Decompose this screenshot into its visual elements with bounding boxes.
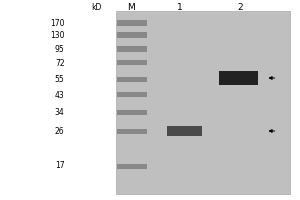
Bar <box>117 76 147 82</box>
Text: M: M <box>127 3 134 12</box>
Text: 34: 34 <box>55 108 64 117</box>
Text: 17: 17 <box>55 162 64 170</box>
Bar <box>117 60 147 65</box>
Bar <box>117 129 147 134</box>
Text: 43: 43 <box>55 90 64 99</box>
Text: 2: 2 <box>237 3 243 12</box>
Bar <box>117 110 147 115</box>
Bar <box>219 72 258 84</box>
Bar <box>117 46 147 51</box>
Bar <box>117 32 147 38</box>
Text: 55: 55 <box>55 74 64 84</box>
Bar <box>167 126 202 136</box>
Bar <box>117 163 147 168</box>
Bar <box>117 92 147 97</box>
Text: 130: 130 <box>50 30 64 40</box>
Text: kD: kD <box>91 3 101 12</box>
Bar <box>117 21 147 25</box>
Bar <box>116 11 290 194</box>
Text: 1: 1 <box>177 3 183 12</box>
Text: 170: 170 <box>50 19 64 27</box>
Text: 95: 95 <box>55 45 64 53</box>
Text: 26: 26 <box>55 127 64 136</box>
Text: 72: 72 <box>55 58 64 68</box>
